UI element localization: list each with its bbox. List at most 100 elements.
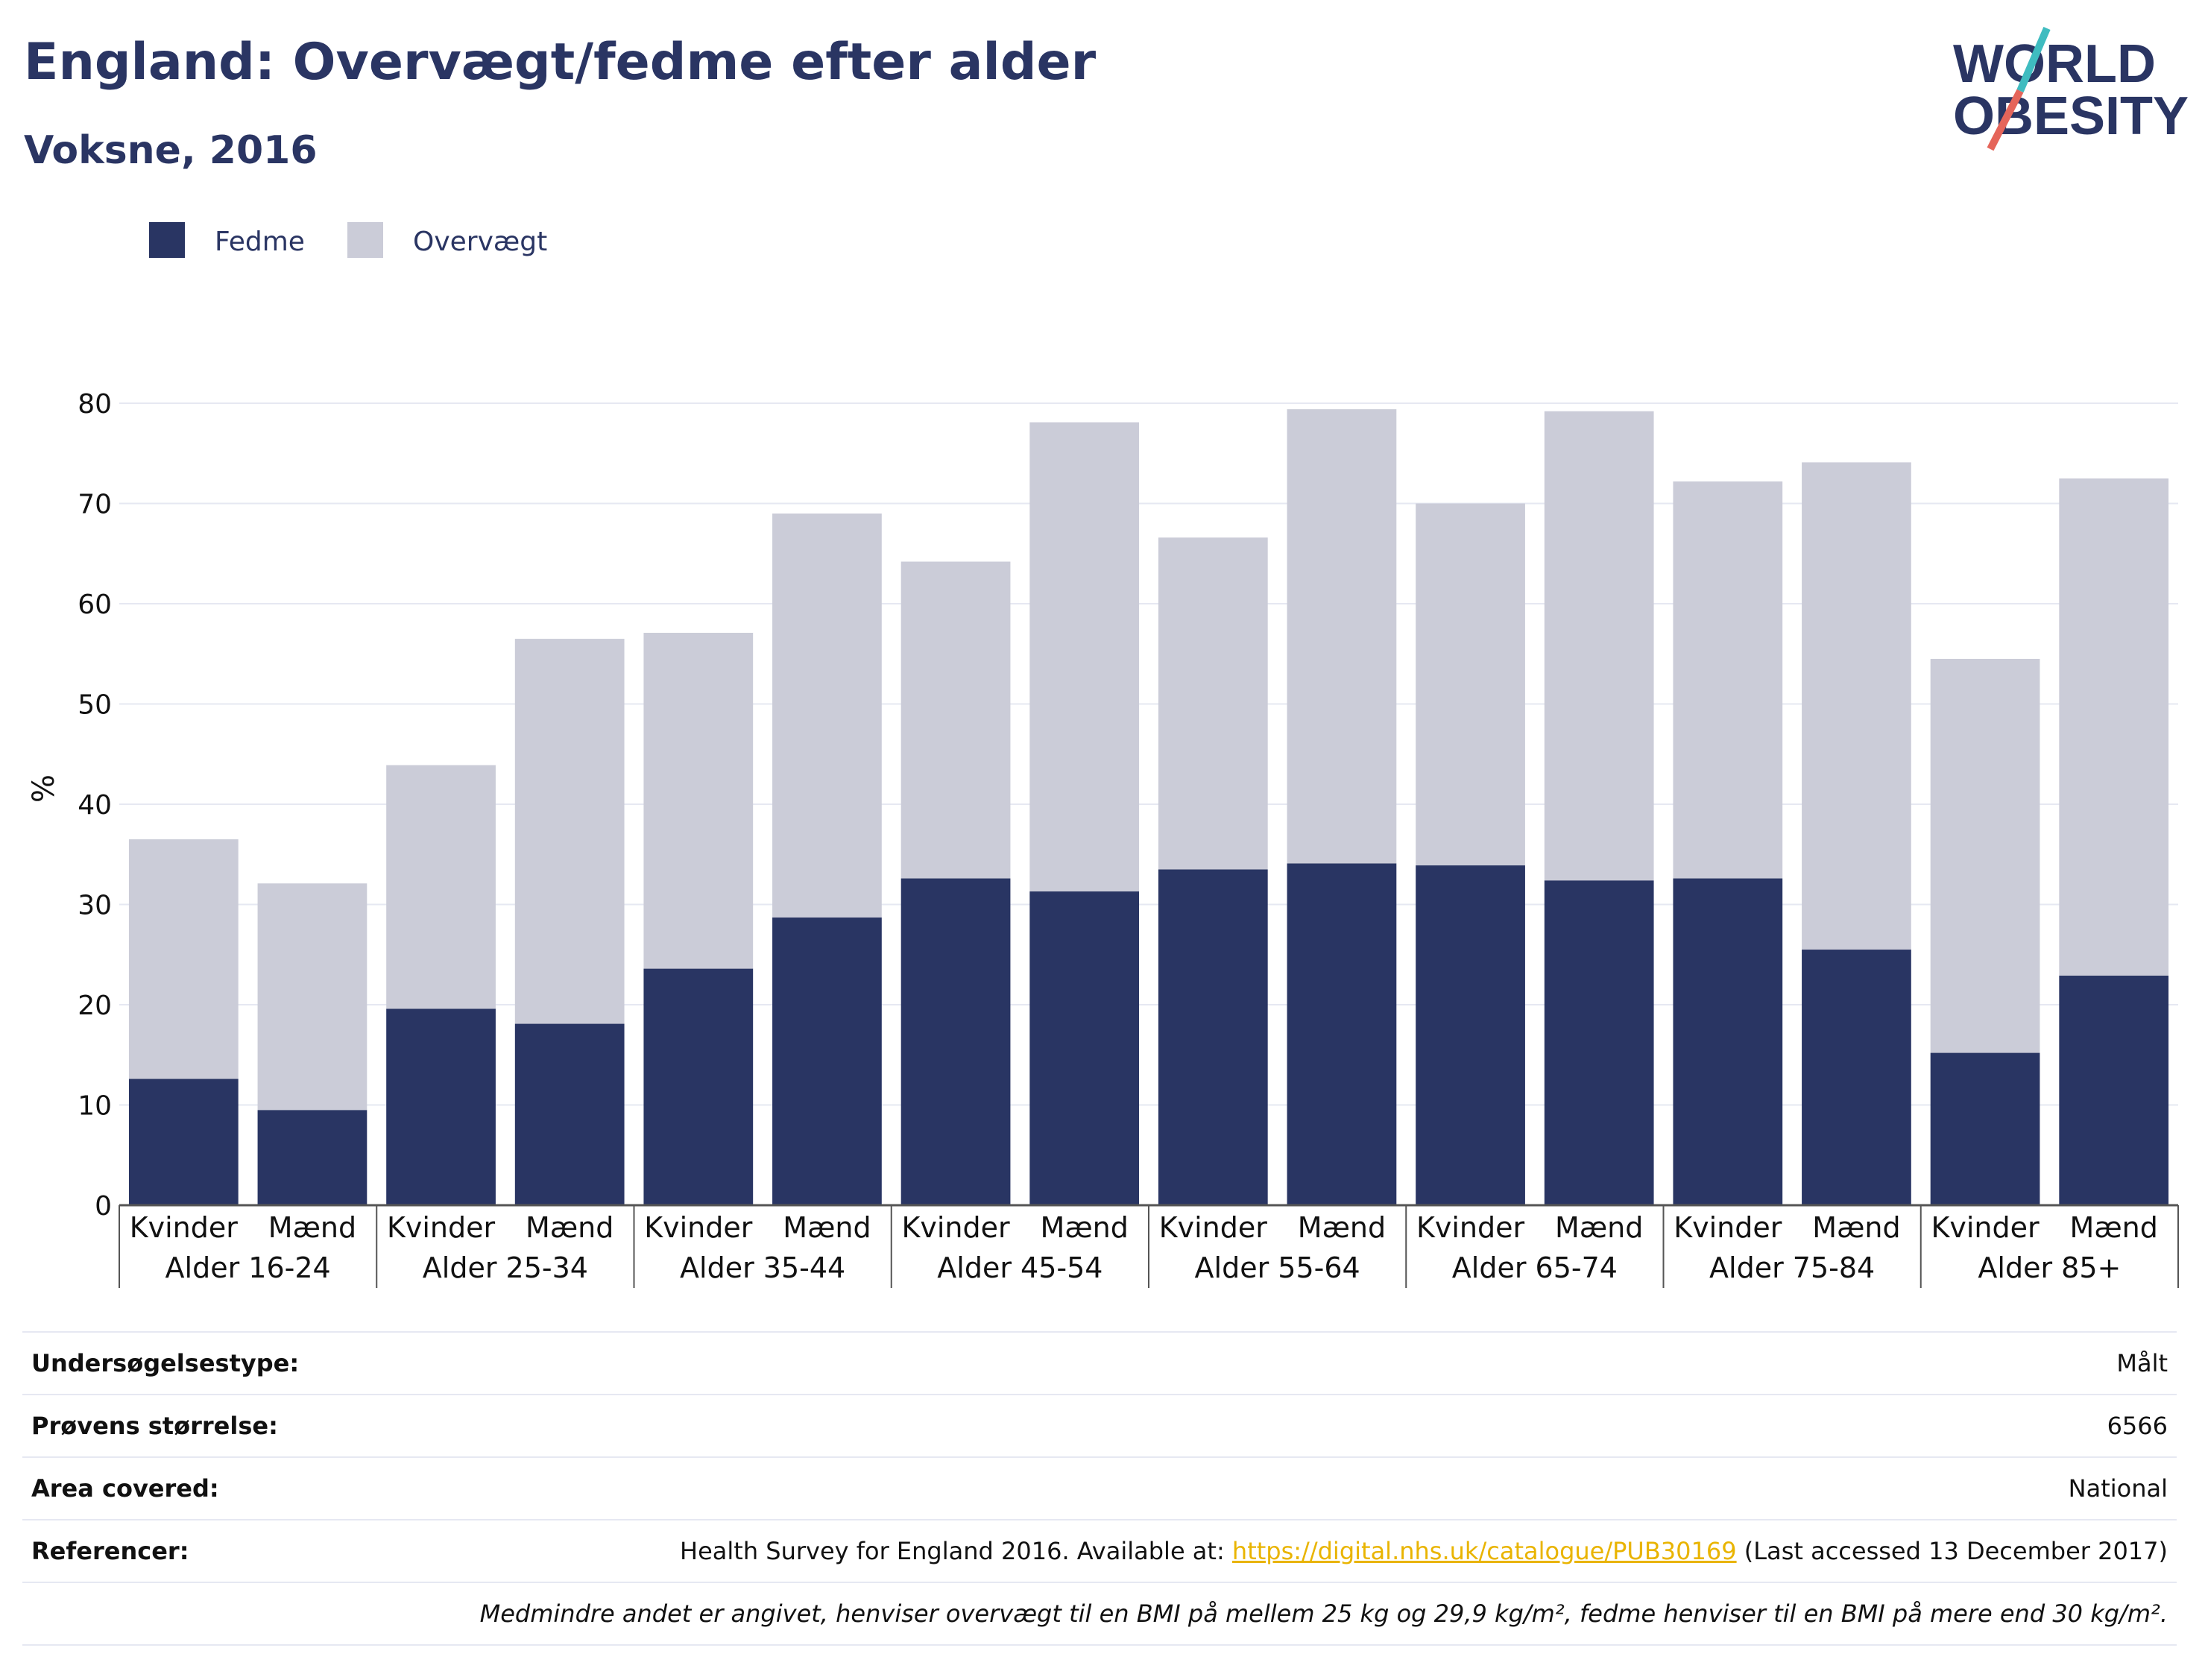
x-group-label: Alder 45-54 [937, 1251, 1102, 1284]
sample-size-label: Prøvens størrelse: [31, 1412, 278, 1440]
y-tick-label: 80 [78, 389, 112, 420]
x-sublabel: Mænd [1041, 1211, 1129, 1244]
bar-overvaegt [643, 633, 754, 969]
legend: Fedme Overvægt [149, 222, 547, 258]
bar-overvaegt [1158, 537, 1268, 870]
row-references: Referencer: Health Survey for England 20… [22, 1519, 2177, 1582]
references-label: Referencer: [31, 1537, 189, 1565]
bar-fedme [1802, 950, 1911, 1205]
y-axis-ticks: 0 10 20 30 40 50 60 70 80 [78, 389, 112, 1222]
bar-fedme [1544, 880, 1654, 1205]
bar-fedme [1416, 865, 1525, 1205]
bar-fedme [1158, 869, 1268, 1205]
references-accessed: (Last accessed 13 December 2017) [1736, 1537, 2168, 1565]
reference-link[interactable]: https://digital.nhs.uk/catalogue/PUB3016… [1231, 1537, 1737, 1565]
bar-overvaegt [1802, 462, 1911, 950]
x-group-label: Alder 55-64 [1195, 1251, 1360, 1284]
references-value: Health Survey for England 2016. Availabl… [680, 1537, 2168, 1565]
survey-type-label: Undersøgelsestype: [31, 1349, 300, 1377]
bar-fedme [1287, 863, 1397, 1205]
logo-slash-coral [1987, 89, 2024, 151]
legend-label-overvaegt: Overvægt [413, 227, 547, 257]
x-group-label: Alder 75-84 [1709, 1251, 1875, 1284]
x-sublabel: Kvinder [1674, 1211, 1782, 1244]
bar-fedme [643, 968, 754, 1205]
logo-word-obesity: OBESITY [1953, 86, 2189, 146]
bar-overvaegt [1673, 481, 1783, 879]
world-obesity-logo: WORLD OBESITY [1953, 27, 2189, 151]
y-tick-label: 50 [78, 690, 112, 721]
bar-overvaegt [772, 513, 882, 918]
y-tick-label: 30 [78, 891, 112, 921]
legend-swatch-fedme [149, 222, 185, 258]
x-sublabel: Kvinder [644, 1211, 753, 1244]
bar-overvaegt [257, 883, 368, 1111]
x-sublabel: Mænd [1812, 1211, 1900, 1244]
bar-fedme [1673, 878, 1783, 1205]
bar-overvaegt [1544, 411, 1654, 881]
page-title: England: Overvægt/fedme efter alder [24, 33, 1097, 92]
x-group-label: Alder 35-44 [680, 1251, 845, 1284]
info-table: Undersøgelsestype: Målt Prøvens størrels… [22, 1331, 2177, 1646]
row-note: Medmindre andet er angivet, henviser ove… [22, 1582, 2177, 1646]
row-sample-size: Prøvens størrelse: 6566 [22, 1394, 2177, 1456]
bar-overvaegt [900, 561, 1011, 879]
x-sublabel: Mænd [783, 1211, 871, 1244]
row-area-covered: Area covered: National [22, 1456, 2177, 1519]
x-group-label: Alder 25-34 [423, 1251, 588, 1284]
row-survey-type: Undersøgelsestype: Målt [22, 1331, 2177, 1394]
bar-overvaegt [386, 765, 496, 1009]
bar-overvaegt [1287, 409, 1397, 864]
bar-overvaegt [1029, 422, 1140, 892]
bars [128, 409, 2169, 1205]
x-sublabel: Mænd [1298, 1211, 1386, 1244]
survey-type-value: Målt [2116, 1349, 2168, 1377]
bar-fedme [257, 1110, 368, 1205]
bar-fedme [1029, 891, 1140, 1205]
area-covered-value: National [2068, 1474, 2168, 1503]
x-sublabel: Kvinder [1416, 1211, 1525, 1244]
y-tick-label: 0 [95, 1191, 112, 1222]
bar-overvaegt [128, 839, 239, 1079]
y-tick-label: 70 [78, 490, 112, 520]
sample-size-value: 6566 [2107, 1412, 2168, 1440]
definition-note: Medmindre andet er angivet, henviser ove… [479, 1600, 2168, 1628]
bar-fedme [514, 1023, 625, 1205]
bar-overvaegt [1930, 658, 2040, 1053]
x-axis-labels: Kvinder Mænd Kvinder Mænd Kvinder Mænd Kvinder… [119, 1205, 2179, 1288]
x-sublabel: Kvinder [901, 1211, 1010, 1244]
bar-overvaegt [1416, 503, 1525, 866]
chart: Fedme Overvægt 0 10 20 30 40 50 60 70 80 % Kvind… [27, 222, 2179, 1288]
x-sublabel: Kvinder [387, 1211, 496, 1244]
x-sublabel: Mænd [1555, 1211, 1643, 1244]
bar-fedme [386, 1008, 496, 1205]
x-sublabel: Mænd [2070, 1211, 2158, 1244]
legend-label-fedme: Fedme [215, 227, 305, 257]
bar-fedme [2059, 975, 2169, 1205]
bar-fedme [900, 878, 1011, 1205]
y-axis-label: % [27, 774, 61, 803]
bar-overvaegt [2059, 478, 2169, 976]
logo-slash-teal [2016, 27, 2051, 92]
x-sublabel: Kvinder [130, 1211, 239, 1244]
references-text: Health Survey for England 2016. Availabl… [680, 1537, 1232, 1565]
y-tick-label: 40 [78, 790, 112, 821]
y-tick-label: 60 [78, 590, 112, 620]
bar-overvaegt [514, 639, 625, 1024]
x-sublabel: Mænd [268, 1211, 356, 1244]
y-tick-label: 10 [78, 1091, 112, 1122]
x-sublabel: Kvinder [1159, 1211, 1268, 1244]
x-group-label: Alder 65-74 [1452, 1251, 1618, 1284]
legend-swatch-overvaegt [347, 222, 383, 258]
area-covered-label: Area covered: [31, 1474, 219, 1503]
y-tick-label: 20 [78, 991, 112, 1021]
x-sublabel: Mænd [526, 1211, 613, 1244]
x-sublabel: Kvinder [1931, 1211, 2040, 1244]
bar-fedme [1930, 1052, 2040, 1205]
x-group-label: Alder 85+ [1978, 1251, 2121, 1284]
logo-word-world: WORLD [1953, 34, 2156, 94]
bar-fedme [128, 1079, 239, 1205]
page-subtitle: Voksne, 2016 [24, 128, 318, 173]
bar-fedme [772, 917, 882, 1205]
x-group-label: Alder 16-24 [165, 1251, 331, 1284]
